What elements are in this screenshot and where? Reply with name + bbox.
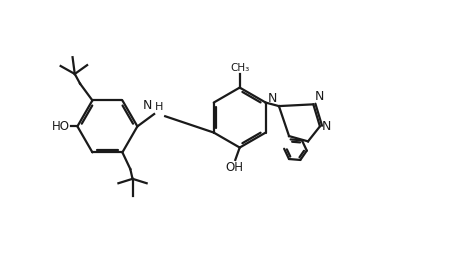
Text: HO: HO	[52, 120, 70, 133]
Text: N: N	[268, 92, 277, 105]
Text: N: N	[314, 90, 324, 103]
Text: H: H	[154, 102, 163, 112]
Text: OH: OH	[226, 161, 243, 174]
Text: N: N	[322, 120, 332, 133]
Text: CH₃: CH₃	[230, 63, 249, 73]
Text: N: N	[143, 99, 152, 112]
